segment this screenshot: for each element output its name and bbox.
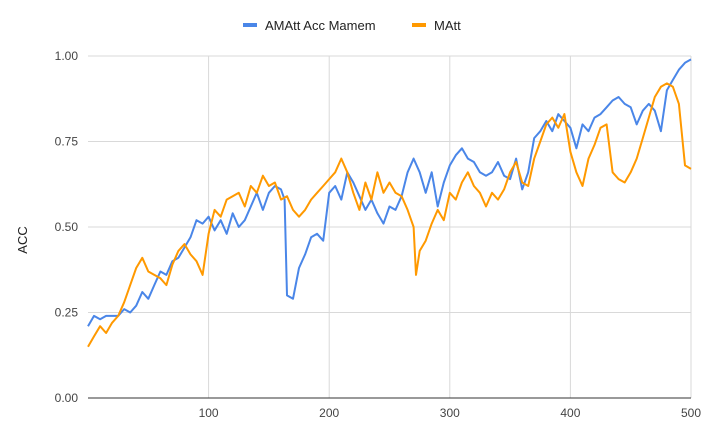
- y-tick-label: 0.00: [55, 391, 79, 405]
- x-tick-label: 200: [319, 406, 339, 420]
- legend-swatch-amatt: [243, 23, 257, 27]
- series-lines: [87, 58, 692, 348]
- y-tick-label: 0.50: [55, 220, 79, 234]
- y-tick-label: 0.75: [55, 135, 79, 149]
- series-line-amatt-acc-mamem: [87, 58, 692, 327]
- y-tick-label: 0.25: [55, 306, 79, 320]
- legend-label-matt: MAtt: [434, 18, 461, 33]
- x-tick-label: 300: [440, 406, 460, 420]
- series-line-matt: [87, 82, 692, 348]
- legend-swatch-matt: [412, 23, 426, 27]
- y-tick-label: 1.00: [55, 49, 79, 63]
- gridlines: [88, 55, 692, 398]
- axes: 0.00 0.25 0.50 0.75 1.00 100 200 300 400 500: [55, 49, 702, 420]
- x-tick-label: 100: [199, 406, 219, 420]
- legend-label-amatt: AMAtt Acc Mamem: [265, 18, 376, 33]
- x-tick-label: 500: [681, 406, 701, 420]
- legend: AMAtt Acc Mamem MAtt: [243, 18, 461, 33]
- y-axis-title: ACC: [15, 226, 30, 253]
- x-tick-label: 400: [560, 406, 580, 420]
